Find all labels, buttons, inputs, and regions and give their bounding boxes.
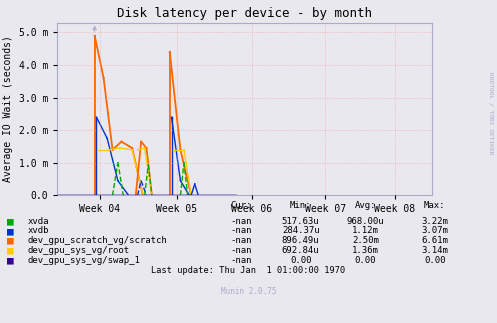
- Text: 6.61m: 6.61m: [421, 236, 448, 245]
- Text: Last update: Thu Jan  1 01:00:00 1970: Last update: Thu Jan 1 01:00:00 1970: [152, 266, 345, 275]
- Text: 0.00: 0.00: [290, 255, 312, 265]
- Text: xvdb: xvdb: [27, 226, 49, 235]
- Text: ■: ■: [7, 216, 14, 226]
- Text: 896.49u: 896.49u: [282, 236, 320, 245]
- Text: 968.00u: 968.00u: [346, 217, 384, 226]
- Text: -nan: -nan: [230, 255, 252, 265]
- Text: ■: ■: [7, 255, 14, 265]
- Text: 3.22m: 3.22m: [421, 217, 448, 226]
- Text: -nan: -nan: [230, 236, 252, 245]
- Text: -nan: -nan: [230, 217, 252, 226]
- Text: Cur:: Cur:: [230, 201, 252, 210]
- Text: 1.12m: 1.12m: [352, 226, 379, 235]
- Text: xvda: xvda: [27, 217, 49, 226]
- Text: ■: ■: [7, 245, 14, 255]
- Text: 0.00: 0.00: [354, 255, 376, 265]
- Text: RRDTOOL / TOBI OETIKER: RRDTOOL / TOBI OETIKER: [488, 72, 493, 154]
- Text: Max:: Max:: [424, 201, 446, 210]
- Text: 3.14m: 3.14m: [421, 246, 448, 255]
- Text: Avg:: Avg:: [354, 201, 376, 210]
- Text: ■: ■: [7, 236, 14, 245]
- Text: -nan: -nan: [230, 246, 252, 255]
- Text: Min:: Min:: [290, 201, 312, 210]
- Text: dev_gpu_scratch_vg/scratch: dev_gpu_scratch_vg/scratch: [27, 236, 167, 245]
- Text: dev_gpu_sys_vg/root: dev_gpu_sys_vg/root: [27, 246, 129, 255]
- Text: 2.50m: 2.50m: [352, 236, 379, 245]
- Text: 1.36m: 1.36m: [352, 246, 379, 255]
- Text: -nan: -nan: [230, 226, 252, 235]
- Text: 284.37u: 284.37u: [282, 226, 320, 235]
- Title: Disk latency per device - by month: Disk latency per device - by month: [117, 7, 372, 20]
- Y-axis label: Average IO Wait (seconds): Average IO Wait (seconds): [3, 36, 13, 182]
- Text: 517.63u: 517.63u: [282, 217, 320, 226]
- Text: 692.84u: 692.84u: [282, 246, 320, 255]
- Text: dev_gpu_sys_vg/swap_1: dev_gpu_sys_vg/swap_1: [27, 255, 140, 265]
- Text: 0.00: 0.00: [424, 255, 446, 265]
- Text: Munin 2.0.75: Munin 2.0.75: [221, 287, 276, 296]
- Text: 3.07m: 3.07m: [421, 226, 448, 235]
- Text: ■: ■: [7, 226, 14, 236]
